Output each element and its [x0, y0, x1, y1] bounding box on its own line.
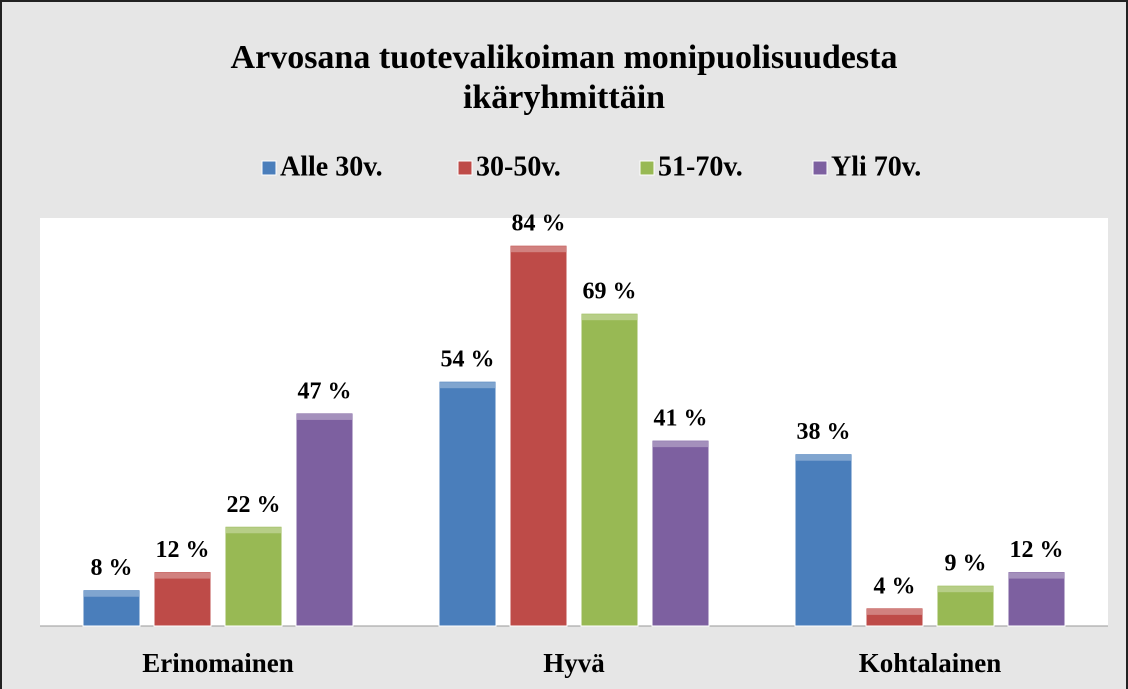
- bar: [153, 571, 212, 627]
- bar-highlight: [84, 590, 139, 597]
- data-label: 41 %: [654, 406, 708, 432]
- bar: [865, 607, 924, 627]
- bar-highlight: [297, 413, 352, 420]
- bar: [1007, 571, 1066, 627]
- x-tick-label: Erinomainen: [142, 648, 294, 678]
- legend-swatch: [812, 160, 828, 176]
- bar-highlight: [1009, 572, 1064, 579]
- bar-highlight: [653, 441, 708, 448]
- bar-highlight: [511, 246, 566, 253]
- legend-swatch: [457, 160, 473, 176]
- data-label: 8 %: [91, 555, 133, 581]
- bar: [438, 380, 497, 627]
- data-label: 12 %: [156, 537, 210, 563]
- bar: [936, 584, 995, 627]
- data-label: 22 %: [227, 492, 281, 518]
- bar-highlight: [796, 454, 851, 461]
- bar: [82, 589, 141, 627]
- bar: [509, 244, 568, 627]
- legend-swatch: [261, 160, 277, 176]
- data-label: 38 %: [797, 419, 851, 445]
- data-label: 4 %: [874, 573, 916, 599]
- x-tick-label: Kohtalainen: [859, 648, 1002, 678]
- bar-highlight: [440, 382, 495, 389]
- data-label: 69 %: [583, 279, 637, 305]
- bar-highlight: [938, 586, 993, 593]
- legend-label: 51-70v.: [658, 151, 743, 182]
- legend-label: Alle 30v.: [280, 151, 383, 182]
- legend-label: 30-50v.: [476, 151, 561, 182]
- bar: [794, 453, 853, 627]
- bar-highlight: [226, 527, 281, 534]
- data-label: 12 %: [1010, 537, 1064, 563]
- bar: [651, 439, 710, 627]
- chart-title: Arvosana tuotevalikoiman monipuolisuudes…: [231, 39, 898, 76]
- bar: [224, 525, 283, 627]
- data-label: 47 %: [298, 378, 352, 404]
- x-tick-label: Hyvä: [543, 648, 605, 678]
- bar: [580, 312, 639, 627]
- chart-title: ikäryhmittäin: [463, 79, 665, 116]
- bar-highlight: [582, 314, 637, 321]
- legend-label: Yli 70v.: [831, 151, 921, 182]
- bar-highlight: [867, 608, 922, 615]
- bar: [295, 412, 354, 627]
- plot-area: [40, 218, 1108, 626]
- bar-highlight: [155, 572, 210, 579]
- data-label: 84 %: [512, 211, 566, 237]
- legend-swatch: [639, 160, 655, 176]
- data-label: 54 %: [441, 347, 495, 373]
- data-label: 9 %: [945, 551, 987, 577]
